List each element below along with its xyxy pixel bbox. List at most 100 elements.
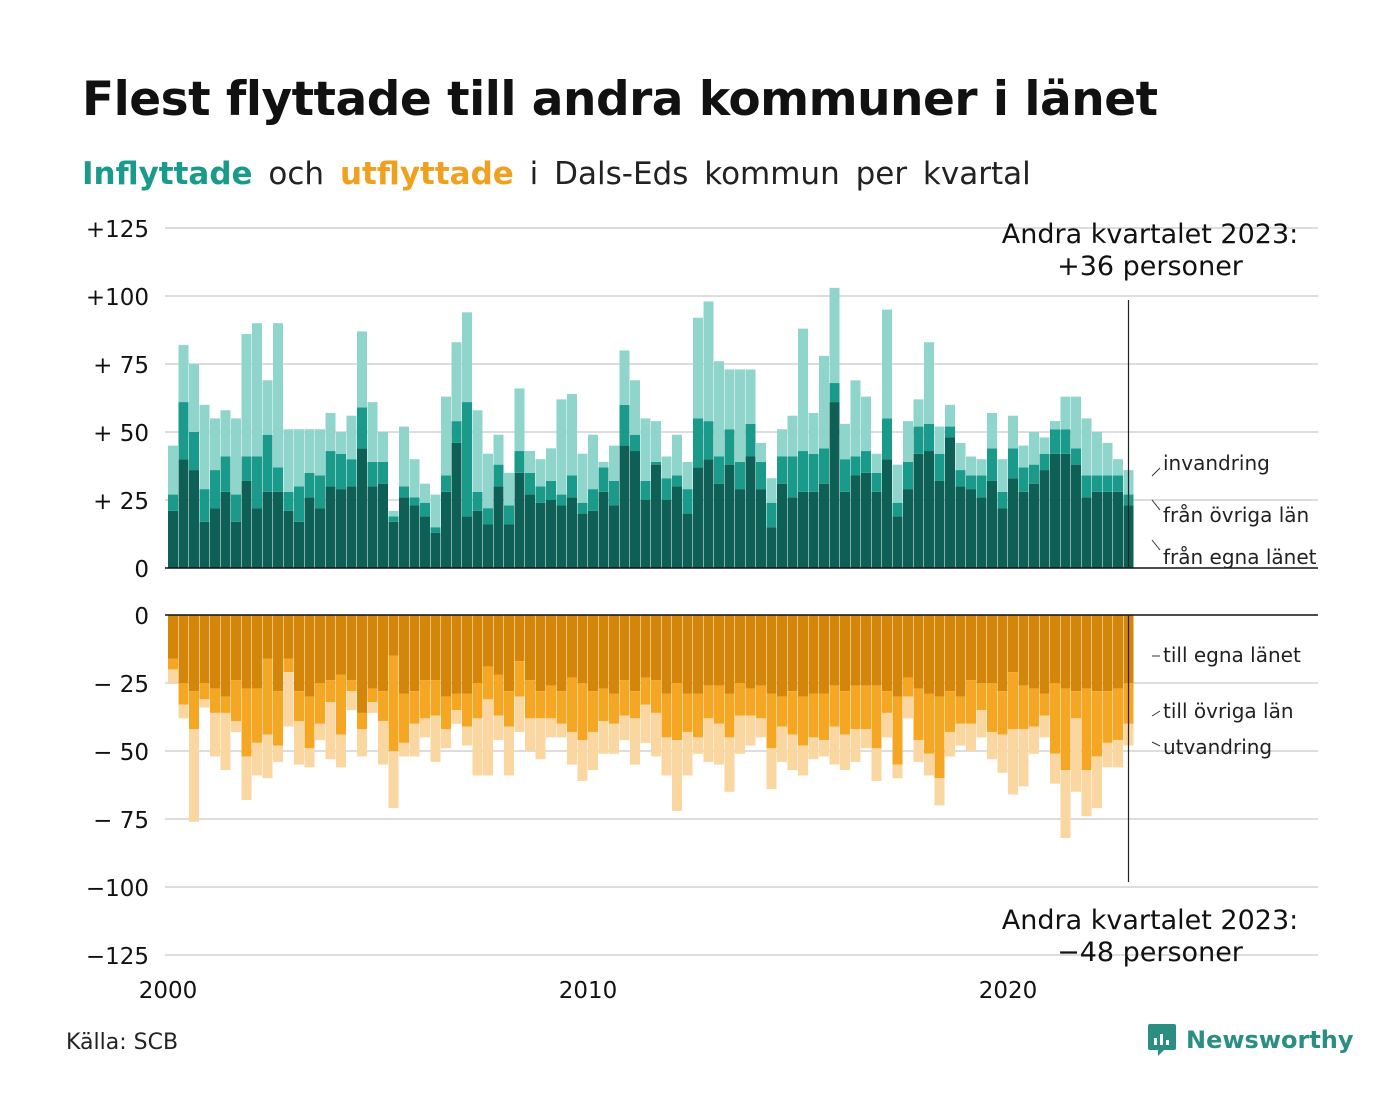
- bar-out-till_ovriga_lan: [178, 683, 189, 705]
- bar-in-invandring: [388, 510, 399, 517]
- bar-out-till_ovriga_lan: [577, 683, 588, 741]
- bar-out-till_ovriga_lan: [934, 696, 945, 779]
- bar-out-till_egna_lanet: [913, 615, 924, 689]
- bar-in-fran_ovriga_lan: [871, 472, 882, 492]
- bar-out-till_ovriga_lan: [861, 685, 871, 730]
- bar-out-utvandring: [493, 715, 504, 741]
- bar-out-utvandring: [871, 748, 882, 781]
- bar-in-invandring: [577, 453, 588, 503]
- bar-out-till_ovriga_lan: [483, 666, 493, 700]
- bar-in-invandring: [640, 418, 651, 481]
- y-tick-bottom-label: 0: [134, 604, 149, 630]
- bar-in-invandring: [1029, 432, 1039, 465]
- bar-out-utvandring: [325, 702, 336, 760]
- bar-in-invandring: [693, 317, 703, 419]
- bar-in-fran_egna_lanet: [1071, 464, 1081, 568]
- bar-in-fran_egna_lanet: [1060, 453, 1071, 568]
- bar-out-till_egna_lanet: [567, 615, 577, 678]
- bar-out-till_ovriga_lan: [882, 691, 892, 713]
- bar-out-utvandring: [997, 734, 1008, 773]
- label-in-tick: [1151, 499, 1161, 511]
- bar-out-till_egna_lanet: [462, 615, 472, 694]
- bar-in-invandring: [1113, 459, 1123, 476]
- bar-in-fran_ovriga_lan: [661, 478, 672, 500]
- bar-out-utvandring: [777, 726, 787, 762]
- bar-in-fran_ovriga_lan: [577, 502, 588, 514]
- bar-out-till_egna_lanet: [955, 615, 966, 697]
- bar-in-fran_ovriga_lan: [525, 472, 535, 495]
- bar-out-till_ovriga_lan: [1008, 672, 1018, 730]
- bar-out-utvandring: [525, 718, 535, 751]
- newsworthy-logo: Newsworthy: [1146, 1022, 1354, 1058]
- bar-out-utvandring: [756, 718, 766, 738]
- bar-out-till_egna_lanet: [924, 615, 934, 694]
- bar-out-utvandring: [504, 726, 514, 776]
- bar-in-fran_ovriga_lan: [861, 451, 871, 473]
- bar-in-fran_ovriga_lan: [598, 467, 609, 492]
- bar-in-fran_ovriga_lan: [388, 516, 399, 522]
- bar-out-till_ovriga_lan: [651, 680, 661, 713]
- bar-in-fran_egna_lanet: [777, 483, 787, 568]
- bar-out-till_ovriga_lan: [913, 688, 924, 741]
- bar-out-utvandring: [294, 721, 304, 765]
- bar-out-till_egna_lanet: [1018, 615, 1029, 686]
- bar-out-utvandring: [829, 726, 840, 765]
- bar-out-till_ovriga_lan: [630, 691, 640, 719]
- bar-out-utvandring: [672, 740, 682, 811]
- bar-out-till_ovriga_lan: [1071, 691, 1081, 719]
- bar-in-fran_ovriga_lan: [913, 426, 924, 454]
- bar-in-invandring: [630, 380, 640, 435]
- bar-in-invandring: [1008, 415, 1018, 449]
- bar-out-till_ovriga_lan: [546, 685, 556, 719]
- bar-out-till_egna_lanet: [304, 615, 315, 697]
- bar-out-till_egna_lanet: [861, 615, 871, 686]
- bar-out-till_ovriga_lan: [955, 696, 966, 724]
- bar-in-invandring: [168, 445, 178, 495]
- bar-out-utvandring: [535, 718, 546, 760]
- chart-title: Flest flyttade till andra kommuner i län…: [82, 72, 1158, 127]
- bar-in-fran_egna_lanet: [861, 472, 871, 568]
- bar-out-utvandring: [787, 734, 798, 771]
- bar-in-invandring: [546, 448, 556, 481]
- bar-in-fran_egna_lanet: [913, 453, 924, 568]
- bar-out-till_egna_lanet: [441, 615, 451, 697]
- bar-out-utvandring: [462, 726, 472, 746]
- bar-in-fran_ovriga_lan: [399, 486, 409, 498]
- bar-out-till_ovriga_lan: [168, 658, 178, 670]
- bar-in-fran_ovriga_lan: [1081, 475, 1092, 498]
- bar-in-fran_ovriga_lan: [1060, 429, 1071, 454]
- bar-out-till_egna_lanet: [1050, 615, 1060, 683]
- bar-in-fran_ovriga_lan: [777, 456, 787, 484]
- bar-out-utvandring: [378, 721, 388, 765]
- bar-out-till_egna_lanet: [724, 615, 735, 694]
- bar-out-utvandring: [766, 748, 777, 790]
- bar-out-till_egna_lanet: [294, 615, 304, 692]
- bar-in-fran_ovriga_lan: [997, 491, 1008, 509]
- label-in-tick: [1151, 467, 1161, 477]
- bar-in-invandring: [987, 412, 997, 449]
- bar-out-utvandring: [483, 699, 493, 776]
- bar-out-utvandring: [913, 740, 924, 762]
- bar-in-fran_ovriga_lan: [924, 423, 934, 452]
- bar-in-invandring: [472, 410, 483, 492]
- bar-in-fran_egna_lanet: [882, 459, 892, 568]
- bar-out-till_egna_lanet: [525, 615, 535, 681]
- bar-out-till_egna_lanet: [651, 615, 661, 681]
- bar-out-till_ovriga_lan: [346, 680, 357, 692]
- bar-out-till_ovriga_lan: [693, 693, 703, 738]
- bar-in-fran_ovriga_lan: [430, 527, 441, 533]
- bar-in-invandring: [178, 344, 189, 403]
- bar-out-till_ovriga_lan: [262, 658, 273, 735]
- bar-in-invandring: [829, 287, 840, 384]
- bar-out-till_ovriga_lan: [231, 680, 241, 722]
- bar-out-till_egna_lanet: [619, 615, 630, 681]
- bar-out-till_egna_lanet: [819, 615, 829, 694]
- bar-in-fran_egna_lanet: [892, 516, 903, 568]
- bar-in-fran_ovriga_lan: [420, 502, 430, 517]
- bar-in-invandring: [409, 459, 420, 498]
- bar-out-utvandring: [315, 723, 325, 741]
- bar-out-till_ovriga_lan: [441, 696, 451, 730]
- bar-out-till_egna_lanet: [756, 615, 766, 686]
- bar-out-utvandring: [1092, 756, 1102, 809]
- bar-in-fran_egna_lanet: [567, 497, 577, 568]
